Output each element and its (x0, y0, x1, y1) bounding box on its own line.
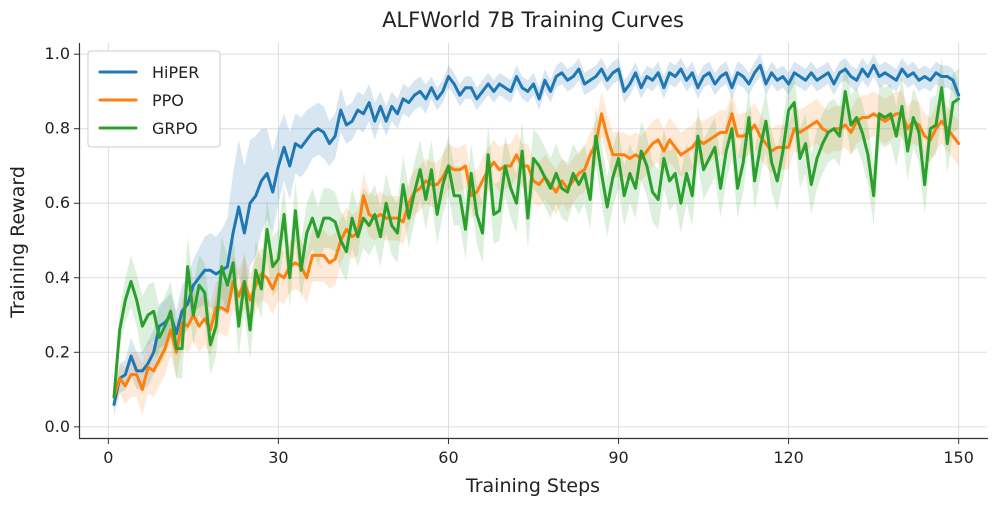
legend-items: HiPER PPO GRPO (98, 63, 199, 138)
x-tick-label: 90 (608, 448, 628, 467)
series-band-ppo (114, 91, 959, 416)
series-band-hiper (114, 54, 959, 416)
band-layer (114, 54, 959, 416)
y-tick-label: 0.6 (45, 193, 70, 212)
legend-label-hiper: HiPER (152, 63, 199, 82)
x-tick-label: 60 (438, 448, 458, 467)
x-tick-label: 30 (268, 448, 288, 467)
y-tick-label: 0.2 (45, 342, 70, 361)
series-line-hiper (112, 63, 961, 406)
legend: HiPER PPO GRPO (87, 50, 221, 148)
x-tick-label: 0 (103, 448, 113, 467)
y-tick-label: 0.4 (45, 268, 70, 287)
x-tick-label: 150 (943, 448, 974, 467)
tick-layer: 0 30 60 90 120 150 0.0 0.2 0.4 0.6 0.8 1.0 (45, 44, 974, 467)
legend-box (87, 50, 221, 148)
y-axis-label: Training Reward (7, 166, 29, 319)
chart-title: ALFWorld 7B Training Curves (382, 8, 684, 32)
y-tick-label: 0.0 (45, 417, 70, 436)
legend-label-grpo: GRPO (152, 119, 198, 138)
y-tick-label: 1.0 (45, 44, 70, 63)
series-band-grpo (114, 57, 959, 409)
legend-label-ppo: PPO (152, 91, 184, 110)
x-tick-label: 120 (773, 448, 804, 467)
x-axis-label: Training Steps (465, 475, 600, 497)
y-tick-label: 0.8 (45, 119, 70, 138)
line-layer (112, 63, 961, 406)
series-line-grpo (112, 86, 961, 399)
